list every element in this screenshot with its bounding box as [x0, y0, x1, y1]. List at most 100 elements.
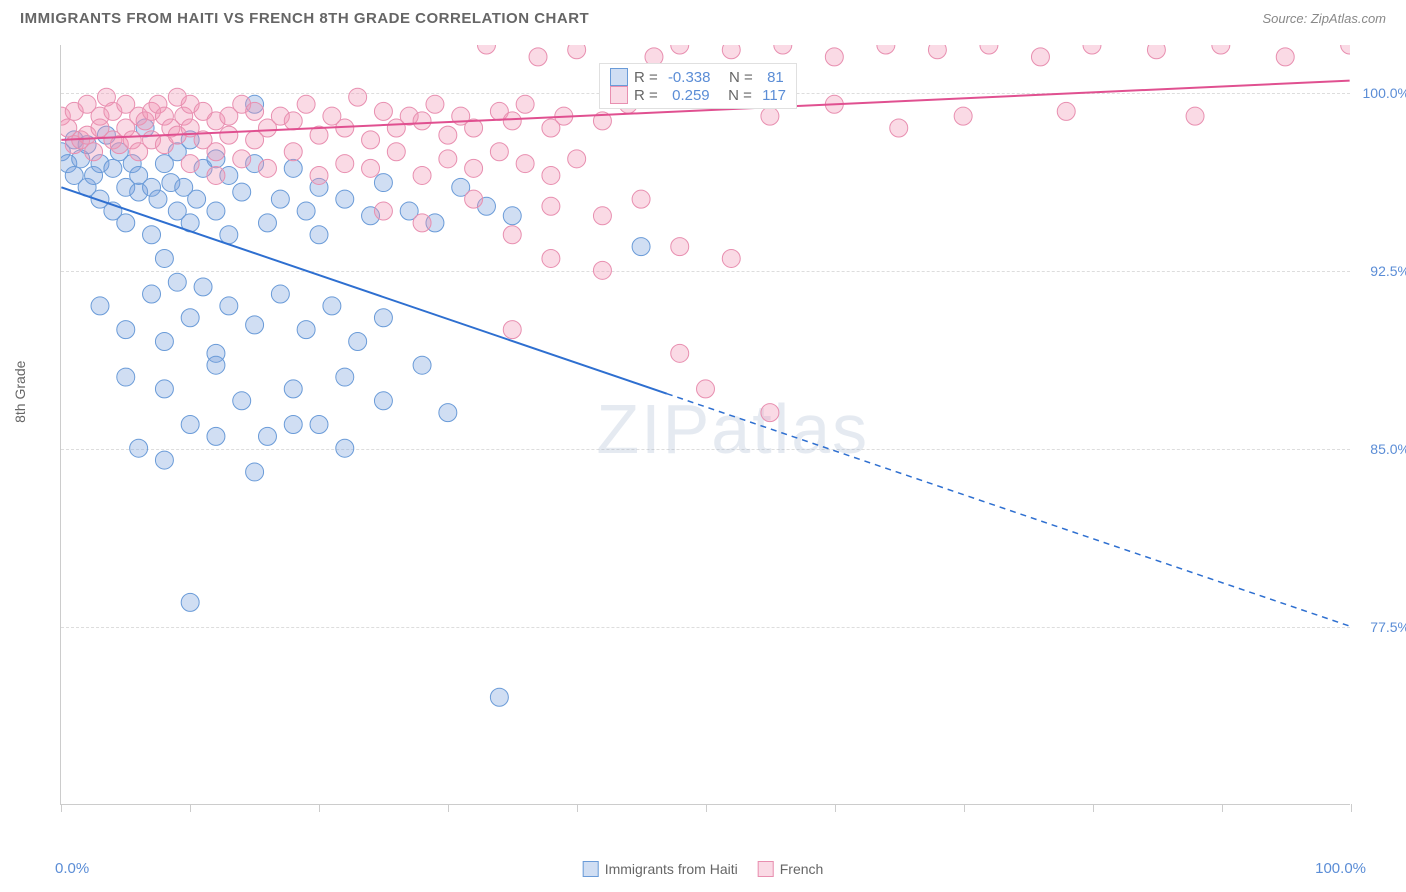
scatter-point-haiti — [284, 159, 302, 177]
scatter-point-haiti — [271, 285, 289, 303]
scatter-point-french — [593, 207, 611, 225]
scatter-point-french — [503, 321, 521, 339]
scatter-point-french — [722, 249, 740, 267]
scatter-point-french — [490, 143, 508, 161]
scatter-point-french — [336, 155, 354, 173]
legend-swatch-icon — [758, 861, 774, 877]
scatter-point-haiti — [168, 273, 186, 291]
scatter-point-french — [890, 119, 908, 137]
scatter-point-french — [593, 261, 611, 279]
scatter-point-haiti — [91, 297, 109, 315]
scatter-point-french — [774, 45, 792, 54]
x-tick — [1093, 804, 1094, 812]
scatter-point-haiti — [155, 332, 173, 350]
stats-row-haiti: R = -0.338 N = 81 — [610, 68, 786, 86]
scatter-point-haiti — [323, 297, 341, 315]
scatter-point-french — [207, 143, 225, 161]
scatter-point-haiti — [117, 214, 135, 232]
scatter-point-french — [503, 112, 521, 130]
scatter-point-french — [387, 143, 405, 161]
scatter-point-french — [1341, 45, 1350, 54]
scatter-point-french — [310, 166, 328, 184]
legend-label: French — [780, 861, 824, 877]
scatter-point-french — [954, 107, 972, 125]
scatter-point-haiti — [374, 309, 392, 327]
scatter-point-haiti — [271, 190, 289, 208]
scatter-point-french — [671, 344, 689, 362]
chart-legend: Immigrants from Haiti French — [583, 861, 824, 877]
scatter-point-french — [1057, 102, 1075, 120]
scatter-point-haiti — [194, 278, 212, 296]
scatter-point-french — [284, 143, 302, 161]
scatter-point-haiti — [503, 207, 521, 225]
scatter-point-french — [439, 126, 457, 144]
scatter-point-haiti — [220, 297, 238, 315]
scatter-point-french — [478, 45, 496, 54]
scatter-point-french — [516, 155, 534, 173]
scatter-point-french — [181, 155, 199, 173]
scatter-point-haiti — [336, 368, 354, 386]
scatter-point-french — [233, 150, 251, 168]
scatter-point-french — [568, 150, 586, 168]
scatter-point-haiti — [155, 249, 173, 267]
scatter-point-french — [258, 159, 276, 177]
stat-n-label: N = — [716, 69, 756, 86]
x-tick — [1351, 804, 1352, 812]
scatter-point-haiti — [117, 321, 135, 339]
scatter-point-haiti — [155, 380, 173, 398]
scatter-point-french — [980, 45, 998, 54]
scatter-point-french — [671, 238, 689, 256]
scatter-point-french — [439, 150, 457, 168]
stat-n-value: 117 — [762, 87, 786, 104]
scatter-point-haiti — [181, 593, 199, 611]
scatter-point-haiti — [143, 285, 161, 303]
scatter-point-haiti — [233, 183, 251, 201]
scatter-point-french — [1212, 45, 1230, 54]
scatter-point-french — [503, 226, 521, 244]
scatter-point-french — [1083, 45, 1101, 54]
scatter-point-haiti — [490, 688, 508, 706]
scatter-point-haiti — [258, 427, 276, 445]
y-tick-label: 100.0% — [1363, 85, 1406, 101]
scatter-point-french — [542, 249, 560, 267]
scatter-point-french — [877, 45, 895, 54]
scatter-point-haiti — [149, 190, 167, 208]
scatter-point-haiti — [188, 190, 206, 208]
scatter-point-haiti — [233, 392, 251, 410]
scatter-point-french — [568, 45, 586, 59]
correlation-stats-box: R = -0.338 N = 81R = 0.259 N = 117 — [599, 63, 797, 109]
scatter-point-french — [374, 102, 392, 120]
scatter-point-french — [516, 95, 534, 113]
scatter-point-haiti — [155, 451, 173, 469]
stat-r-label: R = — [634, 69, 662, 86]
source-label: Source: ZipAtlas.com — [1262, 11, 1386, 26]
scatter-point-haiti — [632, 238, 650, 256]
trend-line-haiti-extrapolated — [667, 394, 1350, 626]
scatter-point-haiti — [284, 416, 302, 434]
stats-swatch-icon — [610, 68, 628, 86]
y-tick-label: 92.5% — [1370, 263, 1406, 279]
scatter-point-haiti — [258, 214, 276, 232]
scatter-point-french — [761, 404, 779, 422]
scatter-point-haiti — [181, 416, 199, 434]
stat-r-label: R = — [634, 87, 662, 104]
x-tick — [190, 804, 191, 812]
scatter-point-haiti — [374, 392, 392, 410]
stat-n-label: N = — [716, 87, 756, 104]
scatter-point-haiti — [130, 439, 148, 457]
scatter-point-haiti — [336, 190, 354, 208]
x-tick — [964, 804, 965, 812]
scatter-point-haiti — [439, 404, 457, 422]
scatter-point-haiti — [284, 380, 302, 398]
scatter-point-french — [413, 214, 431, 232]
legend-label: Immigrants from Haiti — [605, 861, 738, 877]
x-tick — [319, 804, 320, 812]
scatter-point-french — [542, 197, 560, 215]
scatter-point-haiti — [143, 226, 161, 244]
scatter-point-french — [632, 190, 650, 208]
x-tick — [61, 804, 62, 812]
x-tick — [448, 804, 449, 812]
scatter-point-french — [413, 112, 431, 130]
scatter-point-french — [465, 190, 483, 208]
scatter-point-french — [1276, 48, 1294, 66]
